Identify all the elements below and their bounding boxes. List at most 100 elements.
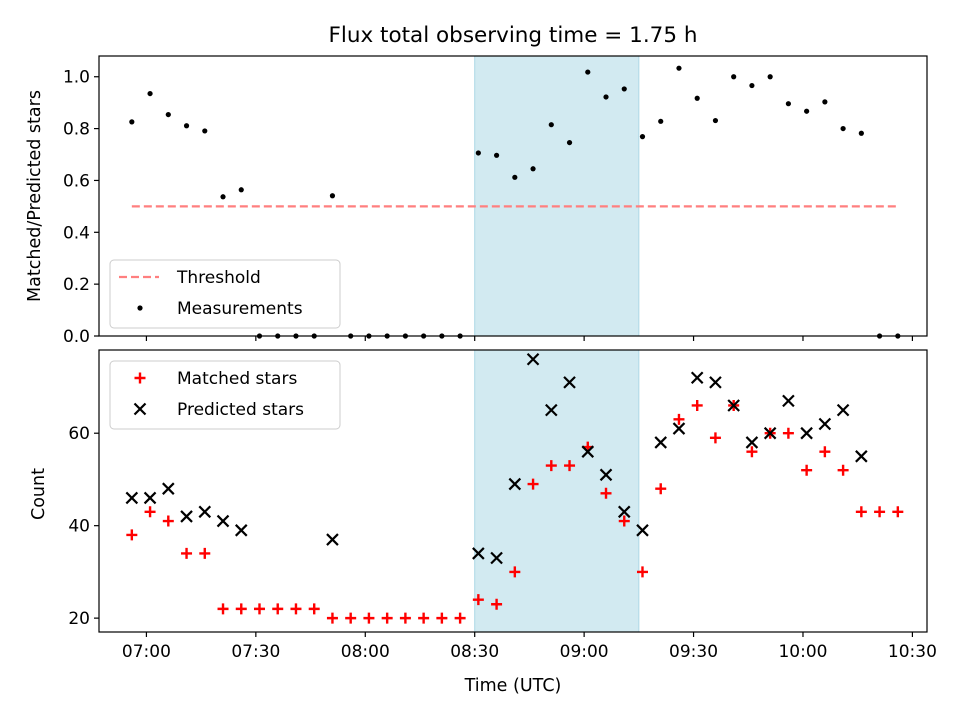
predicted-star-point	[234, 524, 248, 537]
predicted-star-point	[326, 533, 339, 546]
predicted-star-point	[818, 417, 832, 431]
ratio-panel: 0.0 0.2 0.4 0.6 0.8 1.0 Matched/Predicted star…	[25, 55, 928, 347]
predicted-star-point	[672, 422, 686, 435]
matched-star-point	[363, 612, 375, 624]
x-tick-label: 07:00	[122, 642, 171, 662]
predicted-star-point	[709, 376, 722, 389]
matched-star-point	[253, 603, 265, 615]
count-panel: 07:00 07:30 08:00 08:30 09:00 09:30 10:00 10:30…	[29, 349, 937, 662]
matched-star-point	[162, 515, 174, 527]
predicted-star-point	[745, 436, 759, 449]
predicted-star-point	[216, 514, 230, 528]
predicted-star-point	[198, 505, 212, 519]
measurement-point	[202, 128, 208, 134]
predicted-star-point	[526, 352, 540, 366]
matched-star-point	[691, 399, 703, 411]
predicted-star-point	[508, 477, 522, 491]
measurement-point	[639, 134, 646, 140]
x-tick-label: 08:00	[341, 642, 390, 662]
matched-star-point	[618, 515, 630, 527]
legend-label: Predicted stars	[177, 400, 304, 420]
x-tick-label: 07:30	[231, 642, 280, 662]
matched-star-point	[436, 612, 448, 624]
predicted-star-point	[490, 551, 503, 565]
measurement-point	[767, 74, 773, 80]
matched-star-point	[418, 612, 430, 624]
matched-star-point	[326, 612, 338, 624]
measurement-point	[548, 122, 554, 128]
matched-star-point	[272, 603, 284, 615]
measurement-point	[749, 82, 755, 89]
measurement-point	[238, 187, 244, 193]
legend: Threshold Measurements	[109, 259, 341, 329]
x-tick-label: 09:30	[669, 642, 718, 662]
matched-star-point	[491, 598, 503, 610]
x-tick-label: 08:30	[450, 642, 499, 662]
legend-swatch	[134, 372, 146, 384]
predicted-star-point	[581, 445, 595, 458]
matched-star-point	[308, 603, 320, 615]
matched-star-point	[181, 547, 193, 559]
x-axis-label: Time (UTC)	[464, 676, 562, 696]
series-1	[125, 352, 868, 565]
legend: Matched stars Predicted stars	[109, 360, 341, 430]
legend-swatch	[137, 305, 143, 311]
x-tick-label: 10:30	[888, 642, 937, 662]
observing-window-span	[474, 349, 640, 633]
matched-star-point	[673, 413, 685, 425]
matched-star-point	[636, 566, 648, 578]
matched-star-point	[837, 464, 849, 476]
matched-star-point	[126, 529, 138, 541]
matched-star-point	[217, 603, 229, 615]
observing-window-span	[474, 55, 640, 337]
measurement-point	[493, 152, 500, 158]
y-axis-label: Matched/Predicted stars	[25, 90, 45, 302]
matched-star-point	[564, 460, 576, 472]
y-tick-label: 0.0	[63, 327, 90, 347]
predicted-star-point	[617, 505, 631, 519]
predicted-star-point	[125, 491, 139, 505]
axes-frame	[98, 55, 928, 337]
measurement-point	[621, 86, 627, 92]
measurement-point	[658, 118, 664, 124]
legend-label: Measurements	[177, 299, 303, 319]
legend-label: Matched stars	[177, 369, 297, 389]
measurement-point	[220, 194, 226, 200]
predicted-star-point	[727, 399, 740, 412]
measurement-point	[512, 174, 518, 180]
measurement-point	[731, 74, 737, 80]
matched-star-point	[235, 603, 247, 615]
measurement-point	[183, 123, 190, 129]
matched-star-point	[381, 612, 393, 624]
matched-star-point	[782, 427, 794, 439]
matched-star-point	[874, 506, 886, 518]
matched-star-point	[199, 547, 211, 559]
measurement-point	[585, 69, 591, 75]
predicted-star-point	[472, 547, 485, 560]
predicted-star-point	[654, 436, 668, 449]
predicted-star-point	[800, 426, 813, 440]
matched-star-point	[819, 446, 831, 458]
y-tick-label: 0.6	[63, 171, 90, 191]
measurement-point	[603, 94, 609, 100]
measurement-point	[858, 130, 864, 136]
y-tick-label: 0.2	[63, 275, 90, 295]
matched-star-point	[399, 612, 411, 624]
measurement-point	[475, 150, 481, 156]
predicted-star-point	[162, 482, 175, 495]
predicted-star-point	[180, 510, 193, 523]
matched-star-point	[545, 460, 557, 472]
measurement-point	[822, 99, 828, 105]
predicted-star-point	[836, 403, 850, 417]
chart-title: Flux total observing time = 1.75 h	[329, 23, 698, 48]
matched-star-point	[345, 612, 357, 624]
axes-frame	[98, 349, 928, 633]
predicted-star-point	[636, 524, 649, 537]
legend-box	[109, 360, 341, 430]
legend-label: Threshold	[176, 268, 261, 288]
predicted-star-point	[545, 403, 558, 417]
matched-star-point	[454, 612, 466, 624]
y-tick-label: 0.4	[63, 223, 90, 243]
matched-star-point	[290, 603, 302, 615]
